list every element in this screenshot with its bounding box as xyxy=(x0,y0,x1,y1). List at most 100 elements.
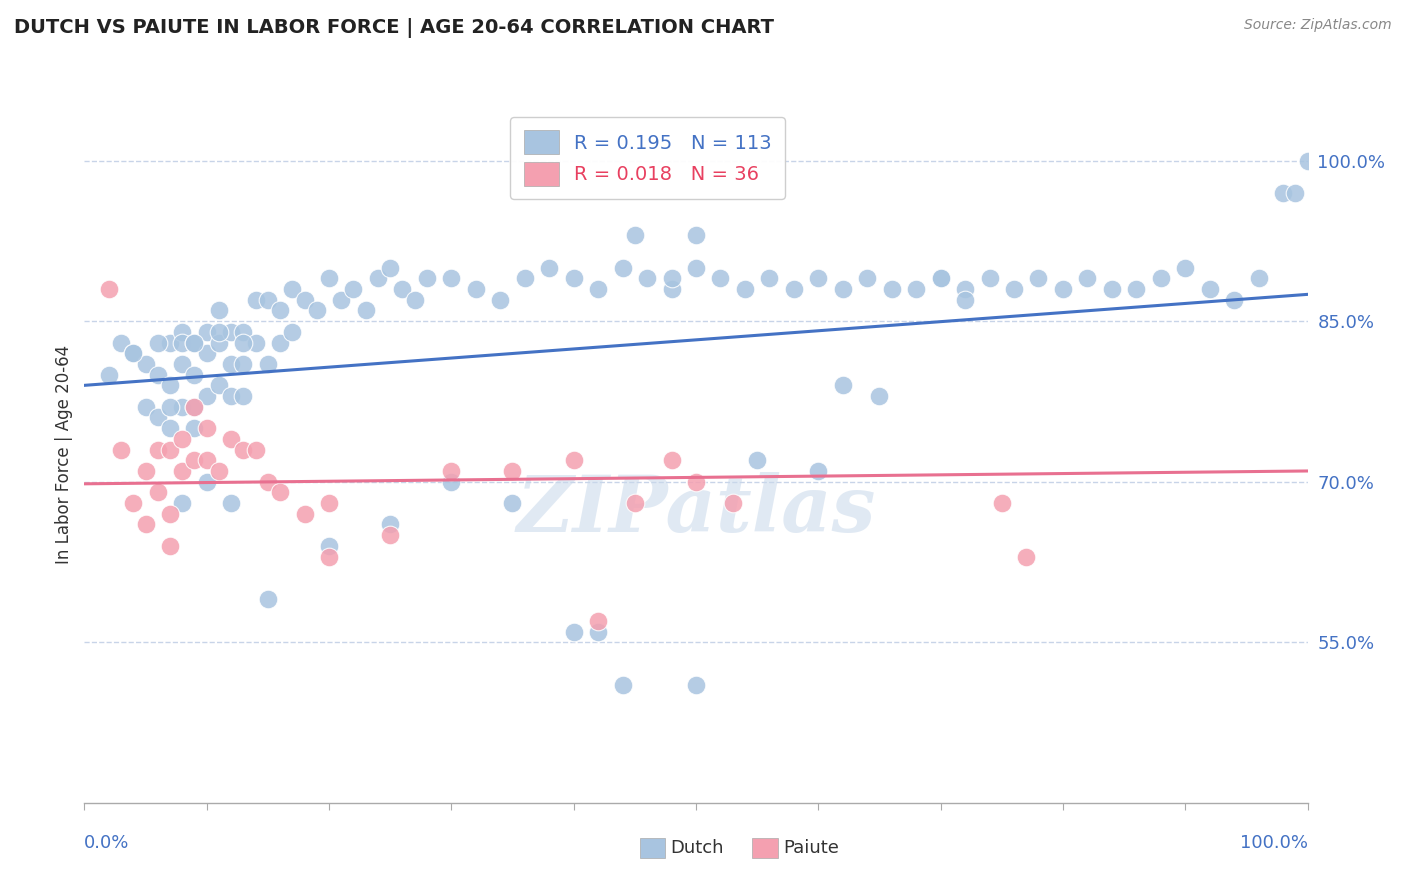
Point xyxy=(208,325,231,339)
Point xyxy=(990,496,1012,510)
Point xyxy=(208,378,231,392)
Point xyxy=(110,442,132,457)
Point xyxy=(501,464,523,478)
Point xyxy=(183,335,205,350)
Point xyxy=(245,335,267,350)
Point xyxy=(146,335,169,350)
Point xyxy=(172,325,194,339)
Point xyxy=(562,624,585,639)
Point xyxy=(195,325,218,339)
Point xyxy=(269,303,291,318)
Point xyxy=(195,421,218,435)
Text: Paiute: Paiute xyxy=(783,839,839,857)
Point xyxy=(1076,271,1098,285)
Point xyxy=(159,335,181,350)
Text: Source: ZipAtlas.com: Source: ZipAtlas.com xyxy=(1244,18,1392,32)
Point xyxy=(685,228,707,243)
Point xyxy=(953,282,976,296)
Point xyxy=(953,293,976,307)
Point xyxy=(562,453,585,467)
Point xyxy=(807,464,830,478)
Point xyxy=(586,624,609,639)
Point xyxy=(612,260,634,275)
Point xyxy=(257,592,280,607)
Point xyxy=(1296,153,1319,168)
Point xyxy=(440,271,463,285)
Point xyxy=(195,389,218,403)
Point xyxy=(342,282,364,296)
Point xyxy=(636,271,658,285)
Point xyxy=(354,303,377,318)
Point xyxy=(245,293,267,307)
Point xyxy=(685,260,707,275)
Point xyxy=(856,271,879,285)
Point xyxy=(135,464,157,478)
Point xyxy=(661,453,683,467)
Point xyxy=(159,442,181,457)
Point xyxy=(281,325,304,339)
Point xyxy=(661,271,683,285)
Point xyxy=(747,453,769,467)
Point xyxy=(146,368,169,382)
Point xyxy=(97,368,120,382)
Point xyxy=(159,507,181,521)
Point xyxy=(208,464,231,478)
Point xyxy=(586,282,609,296)
Point xyxy=(269,335,291,350)
Point xyxy=(183,368,205,382)
Point xyxy=(122,346,145,360)
Point xyxy=(330,293,353,307)
Point xyxy=(135,357,157,371)
Point xyxy=(208,335,231,350)
Point xyxy=(208,303,231,318)
Point xyxy=(172,335,194,350)
Text: ZIPatlas: ZIPatlas xyxy=(516,473,876,549)
Point xyxy=(624,496,647,510)
Point xyxy=(416,271,439,285)
Point xyxy=(318,539,340,553)
Text: Dutch: Dutch xyxy=(671,839,724,857)
Point xyxy=(1247,271,1270,285)
Point xyxy=(709,271,731,285)
Point xyxy=(1125,282,1147,296)
Point xyxy=(183,400,205,414)
Point xyxy=(513,271,536,285)
Point xyxy=(172,400,194,414)
Point xyxy=(1150,271,1173,285)
Point xyxy=(1101,282,1123,296)
Point xyxy=(318,271,340,285)
Point xyxy=(232,325,254,339)
Point xyxy=(294,507,316,521)
Point xyxy=(294,293,316,307)
Point xyxy=(783,282,806,296)
Legend: R = 0.195   N = 113, R = 0.018   N = 36: R = 0.195 N = 113, R = 0.018 N = 36 xyxy=(510,117,786,199)
Point xyxy=(685,678,707,692)
Point xyxy=(612,678,634,692)
Text: DUTCH VS PAIUTE IN LABOR FORCE | AGE 20-64 CORRELATION CHART: DUTCH VS PAIUTE IN LABOR FORCE | AGE 20-… xyxy=(14,18,775,37)
Text: 0.0%: 0.0% xyxy=(84,834,129,852)
Point xyxy=(195,475,218,489)
Point xyxy=(831,282,853,296)
Point xyxy=(257,293,280,307)
Point xyxy=(135,400,157,414)
Text: 100.0%: 100.0% xyxy=(1240,834,1308,852)
Point xyxy=(380,528,402,542)
Point xyxy=(183,453,205,467)
Point xyxy=(685,475,707,489)
Point xyxy=(380,517,402,532)
Point xyxy=(831,378,853,392)
Point xyxy=(1015,549,1038,564)
Point xyxy=(159,378,181,392)
Point xyxy=(232,357,254,371)
Point xyxy=(172,357,194,371)
Point xyxy=(183,421,205,435)
Point xyxy=(122,496,145,510)
Point xyxy=(1028,271,1050,285)
Point xyxy=(172,464,194,478)
Point xyxy=(318,549,340,564)
Point xyxy=(318,496,340,510)
Point xyxy=(232,442,254,457)
Point xyxy=(305,303,328,318)
Point xyxy=(734,282,756,296)
Point xyxy=(159,400,181,414)
